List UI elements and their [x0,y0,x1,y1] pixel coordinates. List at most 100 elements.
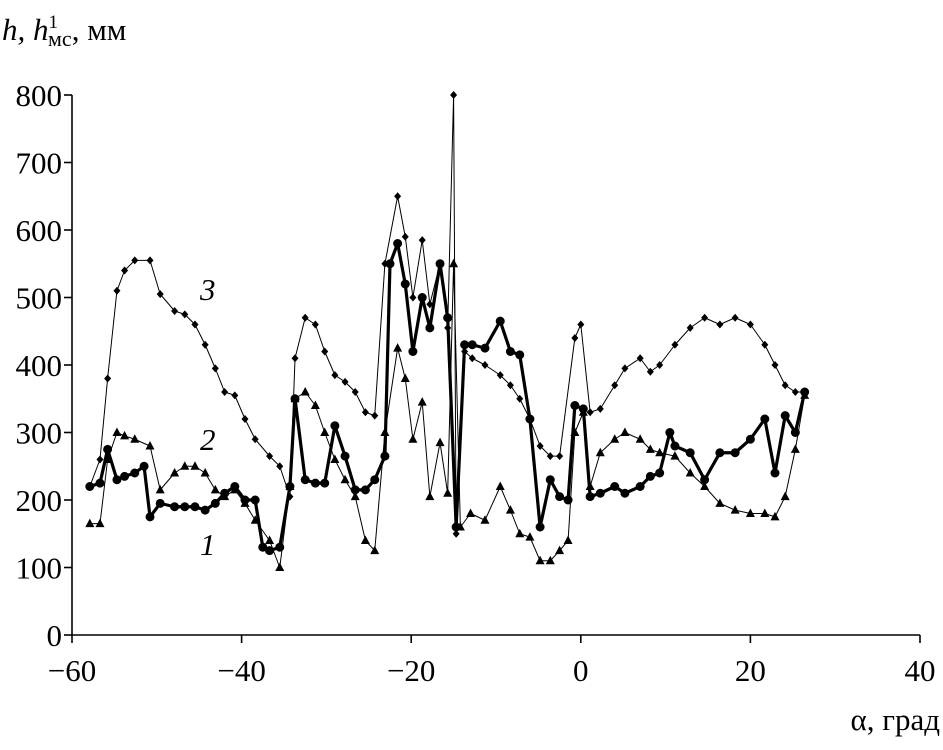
x-tick-label: 20 [735,653,766,688]
marker [610,482,620,491]
marker [320,478,330,488]
marker [685,448,695,458]
marker [371,411,379,420]
marker [409,293,417,302]
marker [120,471,130,481]
marker [449,258,459,268]
marker [645,444,655,453]
marker [381,259,389,268]
marker [586,408,594,417]
marker [351,388,359,396]
marker [671,340,679,349]
marker [535,555,545,565]
marker [291,354,299,363]
marker [425,323,435,333]
y-tick-label: 800 [16,78,63,113]
marker [480,515,490,524]
marker [525,532,535,541]
marker [121,266,129,275]
marker [145,512,155,522]
marker [201,340,209,349]
y-label-main: h, h [2,12,49,47]
marker [130,468,140,478]
marker [466,508,476,517]
y-tick-label: 300 [16,416,63,451]
marker [417,293,427,302]
marker [131,256,139,265]
marker [275,562,285,571]
marker [460,340,470,350]
marker [656,361,664,369]
y-tick-label: 600 [16,213,63,248]
marker [401,232,409,241]
marker [170,502,180,512]
marker [330,454,340,463]
marker [145,441,155,450]
marker [516,394,524,403]
marker [321,347,329,356]
marker [120,430,130,440]
marker [571,334,579,342]
marker [670,451,680,460]
y-tick-label: 0 [47,618,63,653]
marker [715,448,725,458]
curve-label: 2 [200,422,216,457]
y-label-sub: мс [48,26,72,51]
marker [780,411,790,421]
marker [620,488,630,498]
marker [311,320,319,329]
marker [112,475,122,485]
marker [781,381,789,390]
marker [730,448,740,458]
marker [545,555,555,565]
marker [393,343,403,352]
y-tick-label: 700 [16,146,63,181]
marker [258,542,268,552]
marker [745,508,755,517]
marker [570,401,580,410]
marker [577,320,585,329]
marker [155,484,165,494]
marker [320,427,330,436]
marker [716,320,724,329]
marker [400,373,410,382]
marker [444,323,452,332]
x-tick-label: −60 [48,653,96,688]
marker [770,511,780,521]
marker [241,415,249,423]
marker [436,259,444,268]
marker [300,475,310,485]
marker [211,364,219,373]
marker [370,545,380,555]
marker [555,492,565,502]
marker [536,442,544,450]
marker [495,481,505,490]
marker [665,428,675,437]
marker [230,484,240,494]
marker [595,447,605,457]
marker [455,522,465,531]
marker [452,529,460,538]
marker [700,481,710,490]
marker [635,482,645,491]
marker [265,535,275,544]
marker [505,505,515,514]
marker [385,259,395,269]
y-tick-label: 400 [16,348,63,383]
marker [171,307,179,315]
marker [408,347,418,356]
marker [104,374,112,383]
marker [556,452,564,461]
marker [190,502,200,512]
y-tick-label: 200 [16,483,63,518]
marker [181,310,189,319]
marker [130,434,140,443]
marker [545,475,555,485]
marker [310,478,320,488]
marker [563,535,573,544]
y-axis-label: h, h1 мс, мм [2,12,126,51]
marker [496,371,504,380]
marker [112,427,122,436]
x-tick-label: 40 [905,653,936,688]
marker [505,347,515,356]
